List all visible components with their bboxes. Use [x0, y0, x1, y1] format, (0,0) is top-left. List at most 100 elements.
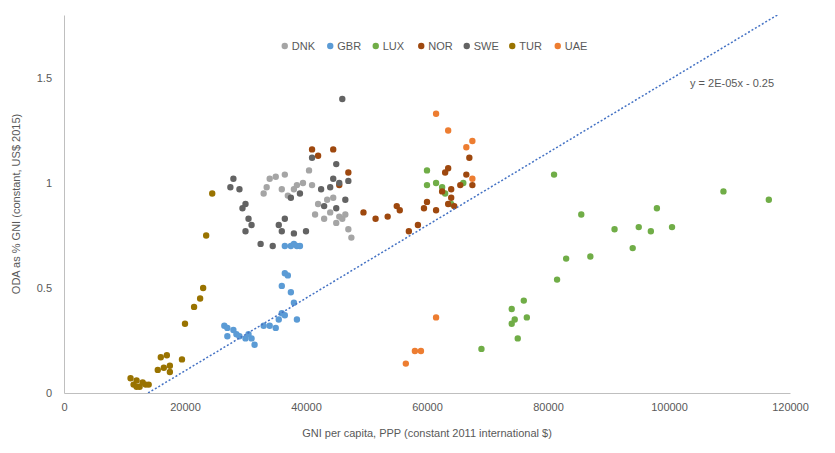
point [242, 201, 248, 207]
point [521, 297, 527, 303]
legend: DNKGBRLUXNORSWETURUAE [282, 40, 588, 52]
point [182, 321, 188, 327]
point [327, 209, 333, 215]
point [251, 342, 257, 348]
point [348, 234, 354, 240]
point [297, 243, 303, 249]
point [282, 216, 288, 222]
point [372, 216, 378, 222]
point [279, 283, 285, 289]
tick-label: 0 [61, 401, 67, 413]
point [167, 369, 173, 375]
trendline [148, 15, 777, 393]
point [260, 190, 266, 196]
point [288, 195, 294, 201]
legend-marker [373, 43, 379, 49]
point [327, 184, 333, 190]
point [636, 224, 642, 230]
point [242, 228, 248, 234]
legend-item: DNK [282, 40, 316, 52]
point [267, 176, 273, 182]
tick: 1 [46, 177, 64, 189]
tick-label: 1 [46, 177, 52, 189]
tick-label: 80000 [533, 401, 564, 413]
point [236, 186, 242, 192]
tick: 60000 [412, 393, 443, 413]
point [257, 241, 263, 247]
point [342, 197, 348, 203]
point [267, 323, 273, 329]
point [333, 220, 339, 226]
point [469, 176, 475, 182]
point [469, 182, 475, 188]
legend-label: DNK [292, 40, 316, 52]
axis-line [64, 16, 65, 394]
tick-label: 100000 [651, 401, 688, 413]
point [406, 228, 412, 234]
point [300, 180, 306, 186]
point [339, 96, 345, 102]
point [270, 243, 276, 249]
legend-item: GBR [327, 40, 361, 52]
point [303, 228, 309, 234]
point [297, 190, 303, 196]
legend-marker [418, 43, 424, 49]
point [445, 165, 451, 171]
annotation: y = 2E-05x - 0.25 [690, 77, 774, 89]
point [630, 245, 636, 251]
legend-item: NOR [418, 40, 453, 52]
point [330, 195, 336, 201]
point [155, 367, 161, 373]
point [294, 316, 300, 322]
point [448, 195, 454, 201]
point [306, 167, 312, 173]
point [524, 314, 530, 320]
point [554, 276, 560, 282]
point [321, 203, 327, 209]
point [397, 207, 403, 213]
point [318, 186, 324, 192]
point [315, 201, 321, 207]
point [276, 316, 282, 322]
axis-line [65, 393, 791, 394]
point [512, 316, 518, 322]
point [424, 199, 430, 205]
point [179, 356, 185, 362]
point [276, 222, 282, 228]
point [457, 182, 463, 188]
point [224, 333, 230, 339]
point [766, 197, 772, 203]
series [221, 241, 303, 348]
point [384, 213, 390, 219]
tick-label: 40000 [291, 401, 322, 413]
tick-label: 0 [46, 387, 52, 399]
point [563, 255, 569, 261]
point [309, 146, 315, 152]
point [418, 348, 424, 354]
point [158, 354, 164, 360]
point [611, 226, 617, 232]
point [342, 211, 348, 217]
point [230, 176, 236, 182]
point [309, 182, 315, 188]
point [433, 314, 439, 320]
series [227, 96, 351, 249]
point [587, 253, 593, 259]
point [146, 381, 152, 387]
point [433, 111, 439, 117]
series [127, 190, 215, 390]
tick: 120000 [772, 393, 809, 413]
point [164, 352, 170, 358]
point [133, 377, 139, 383]
point [260, 323, 266, 329]
tick: 0 [61, 393, 67, 413]
point [345, 178, 351, 184]
legend-item: SWE [464, 40, 499, 52]
tick-label: 60000 [412, 401, 443, 413]
plot-area [127, 15, 777, 393]
point [463, 144, 469, 150]
point [167, 363, 173, 369]
point [248, 222, 254, 228]
point [245, 216, 251, 222]
legend-label: LUX [383, 40, 405, 52]
